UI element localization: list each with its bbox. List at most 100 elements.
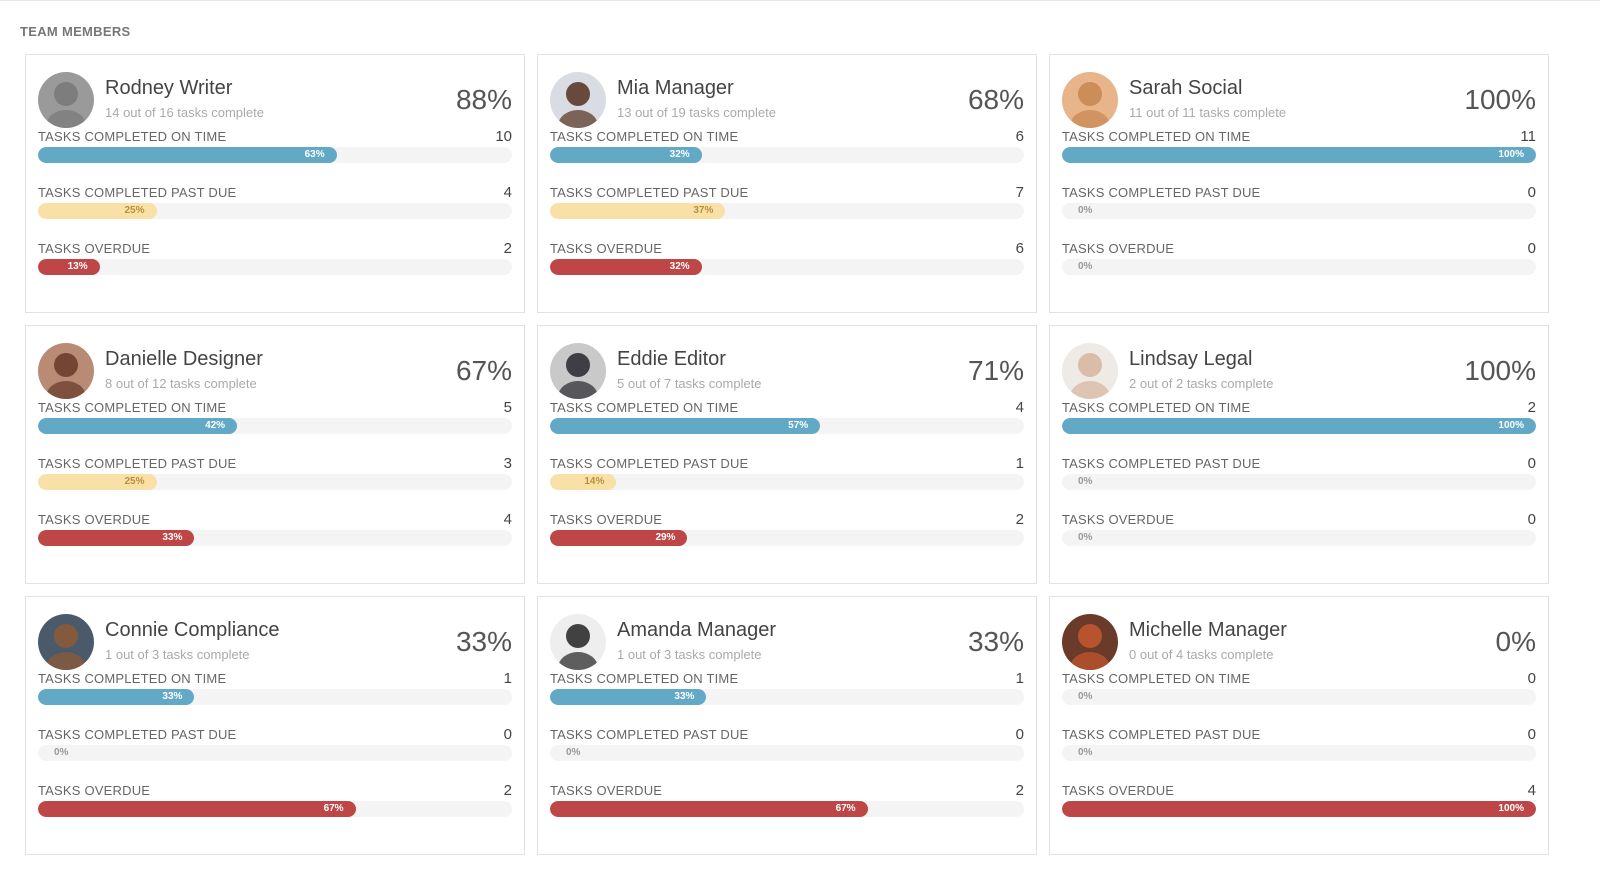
metric-count: 3 [503,455,512,472]
metric-overdue: TASKS OVERDUE 0 0% [1062,511,1536,568]
member-name[interactable]: Rodney Writer [105,77,233,99]
progress-track: 67% [38,801,512,817]
metric-label: TASKS OVERDUE [550,512,663,527]
member-name[interactable]: Eddie Editor [617,348,726,370]
person-icon [550,72,606,128]
metric-count: 2 [1015,782,1024,799]
avatar[interactable] [1062,343,1118,399]
metric-past-due: TASKS COMPLETED PAST DUE 0 0% [1062,726,1536,783]
avatar[interactable] [550,343,606,399]
person-icon [38,343,94,399]
progress-percent-label: 13% [67,261,88,272]
member-task-summary: 1 out of 3 tasks complete [105,647,250,662]
member-task-summary: 13 out of 19 tasks complete [617,105,776,120]
progress-percent-label: 33% [162,691,183,702]
member-card-header: Mia Manager 13 out of 19 tasks complete … [550,71,1024,129]
metric-count: 10 [495,128,512,145]
member-card[interactable]: Rodney Writer 14 out of 16 tasks complet… [25,54,525,313]
metric-count: 2 [503,240,512,257]
metric-overdue: TASKS OVERDUE 4 33% [38,511,512,568]
metric-label: TASKS OVERDUE [38,512,151,527]
member-task-summary: 2 out of 2 tasks complete [1129,376,1274,391]
progress-percent-label: 32% [669,261,690,272]
member-name[interactable]: Amanda Manager [617,619,776,641]
member-card[interactable]: Eddie Editor 5 out of 7 tasks complete 7… [537,325,1037,584]
member-card[interactable]: Danielle Designer 8 out of 12 tasks comp… [25,325,525,584]
progress-track: 57% [550,418,1024,434]
member-name[interactable]: Danielle Designer [105,348,263,370]
progress-percent-label: 0% [1078,205,1093,216]
metric-count: 2 [503,782,512,799]
metric-count: 0 [1527,240,1536,257]
metric-past-due: TASKS COMPLETED PAST DUE 0 0% [38,726,512,783]
member-task-summary: 0 out of 4 tasks complete [1129,647,1274,662]
metric-past-due: TASKS COMPLETED PAST DUE 3 25% [38,455,512,512]
metric-count: 0 [1527,670,1536,687]
progress-percent-label: 63% [304,149,325,160]
member-name[interactable]: Michelle Manager [1129,619,1287,641]
progress-fill: 33% [38,689,195,705]
progress-track: 14% [550,474,1024,490]
progress-fill: 25% [38,203,157,219]
progress-fill: 57% [550,418,821,434]
progress-track: 33% [38,689,512,705]
person-icon [38,72,94,128]
metric-count: 4 [1527,782,1536,799]
progress-track: 100% [1062,801,1536,817]
metric-past-due: TASKS COMPLETED PAST DUE 0 0% [1062,455,1536,512]
progress-track: 0% [1062,689,1536,705]
metric-count: 4 [503,511,512,528]
metric-count: 0 [1015,726,1024,743]
member-card[interactable]: Amanda Manager 1 out of 3 tasks complete… [537,596,1037,855]
metric-label: TASKS COMPLETED ON TIME [550,129,739,144]
progress-fill: 63% [38,147,337,163]
progress-track: 33% [550,689,1024,705]
member-task-summary: 8 out of 12 tasks complete [105,376,257,391]
progress-track: 37% [550,203,1024,219]
metric-overdue: TASKS OVERDUE 2 67% [550,782,1024,839]
metric-overdue: TASKS OVERDUE 6 32% [550,240,1024,297]
avatar[interactable] [38,72,94,128]
metric-on-time: TASKS COMPLETED ON TIME 4 57% [550,399,1024,456]
member-name[interactable]: Mia Manager [617,77,734,99]
avatar[interactable] [1062,614,1118,670]
progress-percent-label: 100% [1498,149,1524,160]
member-name[interactable]: Sarah Social [1129,77,1243,99]
metric-count: 1 [1015,455,1024,472]
progress-fill: 13% [38,259,100,275]
metric-on-time: TASKS COMPLETED ON TIME 1 33% [550,670,1024,727]
member-card[interactable]: Sarah Social 11 out of 11 tasks complete… [1049,54,1549,313]
member-card[interactable]: Michelle Manager 0 out of 4 tasks comple… [1049,596,1549,855]
avatar[interactable] [550,614,606,670]
progress-track: 0% [1062,530,1536,546]
progress-fill: 25% [38,474,157,490]
metric-count: 2 [1015,511,1024,528]
avatar[interactable] [38,614,94,670]
metric-label: TASKS COMPLETED ON TIME [38,129,227,144]
member-card[interactable]: Connie Compliance 1 out of 3 tasks compl… [25,596,525,855]
progress-fill: 37% [550,203,726,219]
member-completion-percent: 33% [967,626,1024,657]
progress-track: 63% [38,147,512,163]
person-icon [1062,614,1118,670]
progress-track: 0% [38,745,512,761]
metric-count: 1 [503,670,512,687]
metric-label: TASKS COMPLETED PAST DUE [1062,456,1261,471]
member-name[interactable]: Connie Compliance [105,619,280,641]
metric-label: TASKS COMPLETED PAST DUE [550,727,749,742]
member-card[interactable]: Lindsay Legal 2 out of 2 tasks complete … [1049,325,1549,584]
metric-overdue: TASKS OVERDUE 2 29% [550,511,1024,568]
member-card[interactable]: Mia Manager 13 out of 19 tasks complete … [537,54,1037,313]
metric-count: 0 [1527,511,1536,528]
progress-percent-label: 25% [124,205,145,216]
member-completion-percent: 33% [455,626,512,657]
avatar[interactable] [38,343,94,399]
progress-track: 29% [550,530,1024,546]
metric-label: TASKS OVERDUE [1062,512,1175,527]
progress-percent-label: 100% [1498,803,1524,814]
metric-label: TASKS COMPLETED PAST DUE [38,456,237,471]
member-name[interactable]: Lindsay Legal [1129,348,1253,370]
avatar[interactable] [1062,72,1118,128]
avatar[interactable] [550,72,606,128]
member-task-summary: 14 out of 16 tasks complete [105,105,264,120]
